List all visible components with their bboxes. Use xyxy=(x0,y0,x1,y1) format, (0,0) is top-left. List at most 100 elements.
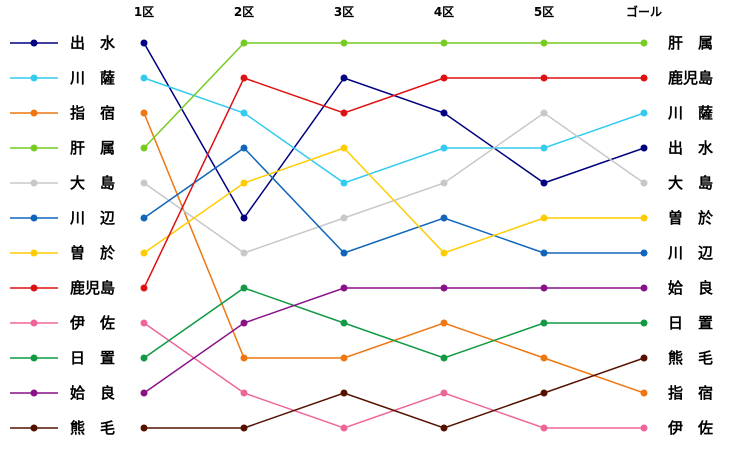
data-point xyxy=(640,109,648,117)
finish-label: 出 水 xyxy=(668,139,714,157)
data-point xyxy=(140,319,148,327)
data-point xyxy=(640,179,648,187)
data-point xyxy=(340,144,348,152)
data-point xyxy=(240,144,248,152)
data-point xyxy=(440,144,448,152)
data-point xyxy=(440,39,448,47)
finish-label: 川 薩 xyxy=(667,104,713,122)
data-point xyxy=(140,389,148,397)
legend-item: 曽 於 xyxy=(10,244,116,262)
finish-label: 鹿児島 xyxy=(668,69,713,87)
data-point xyxy=(440,74,448,82)
legend-marker xyxy=(30,144,38,152)
data-point xyxy=(240,214,248,222)
data-point xyxy=(440,424,448,432)
data-point xyxy=(240,389,248,397)
data-point xyxy=(140,214,148,222)
data-point xyxy=(140,284,148,292)
data-point xyxy=(540,214,548,222)
legend-item: 出 水 xyxy=(10,34,116,52)
data-point xyxy=(140,249,148,257)
legend-marker xyxy=(30,389,38,397)
data-point xyxy=(240,74,248,82)
legend-marker xyxy=(30,74,38,82)
finish-label: 伊 佐 xyxy=(667,419,713,437)
data-point xyxy=(440,249,448,257)
data-point xyxy=(140,109,148,117)
data-point xyxy=(540,389,548,397)
data-point xyxy=(540,319,548,327)
legend-marker xyxy=(30,424,38,432)
legend-label: 熊 毛 xyxy=(70,419,115,437)
data-point xyxy=(340,39,348,47)
data-point xyxy=(440,179,448,187)
series-line xyxy=(143,77,644,289)
data-point xyxy=(340,179,348,187)
data-point xyxy=(540,179,548,187)
legend-label: 鹿児島 xyxy=(70,279,115,297)
data-point xyxy=(640,424,648,432)
data-point xyxy=(240,179,248,187)
data-point xyxy=(440,389,448,397)
data-point xyxy=(640,354,648,362)
data-point xyxy=(540,74,548,82)
legend-marker xyxy=(30,109,38,117)
data-point xyxy=(240,39,248,47)
finish-label: 曽 於 xyxy=(668,209,714,227)
stage-label: 4区 xyxy=(434,5,454,19)
data-point xyxy=(340,389,348,397)
data-point xyxy=(140,39,148,47)
legend-label: 伊 佐 xyxy=(69,314,115,332)
data-point xyxy=(440,284,448,292)
series-line xyxy=(143,287,644,394)
legend-label: 指 宿 xyxy=(70,104,115,122)
data-point xyxy=(440,354,448,362)
legend-marker xyxy=(30,284,38,292)
data-point xyxy=(540,144,548,152)
series-line xyxy=(143,112,645,254)
data-point xyxy=(340,109,348,117)
legend-item: 姶 良 xyxy=(10,384,115,402)
legend-label: 曽 於 xyxy=(70,244,116,262)
series-line xyxy=(143,77,645,184)
legend-label: 肝 属 xyxy=(70,139,115,157)
stage-label: 5区 xyxy=(534,5,554,19)
legend-label: 姶 良 xyxy=(70,384,115,402)
legend-item: 伊 佐 xyxy=(10,314,115,332)
stage-label: ゴール xyxy=(626,4,662,19)
series-points xyxy=(140,39,648,432)
finish-label: 指 宿 xyxy=(668,384,713,402)
data-point xyxy=(640,389,648,397)
series-line xyxy=(143,287,644,359)
legend-item: 大 島 xyxy=(10,174,115,192)
data-point xyxy=(640,319,648,327)
legend-item: 指 宿 xyxy=(10,104,115,122)
data-point xyxy=(240,424,248,432)
data-point xyxy=(340,214,348,222)
data-point xyxy=(640,74,648,82)
data-point xyxy=(340,424,348,432)
data-point xyxy=(140,424,148,432)
data-point xyxy=(640,214,648,222)
data-point xyxy=(240,354,248,362)
data-point xyxy=(140,74,148,82)
legend-marker xyxy=(30,354,38,362)
finish-label: 大 島 xyxy=(668,174,713,192)
legend-item: 熊 毛 xyxy=(10,419,115,437)
legend-item: 川 辺 xyxy=(10,209,116,227)
data-point xyxy=(240,284,248,292)
data-point xyxy=(340,249,348,257)
data-point xyxy=(540,424,548,432)
series-lines xyxy=(143,42,645,429)
stage-axis: 1区 2区 3区 4区 5区 ゴール xyxy=(134,4,662,19)
legend-label: 大 島 xyxy=(70,174,115,192)
data-point xyxy=(640,249,648,257)
legend-label: 川 辺 xyxy=(69,209,116,227)
legend-item: 川 薩 xyxy=(10,69,115,87)
data-point xyxy=(640,39,648,47)
data-point xyxy=(540,39,548,47)
data-point xyxy=(340,319,348,327)
legend-item: 日 置 xyxy=(10,349,115,367)
